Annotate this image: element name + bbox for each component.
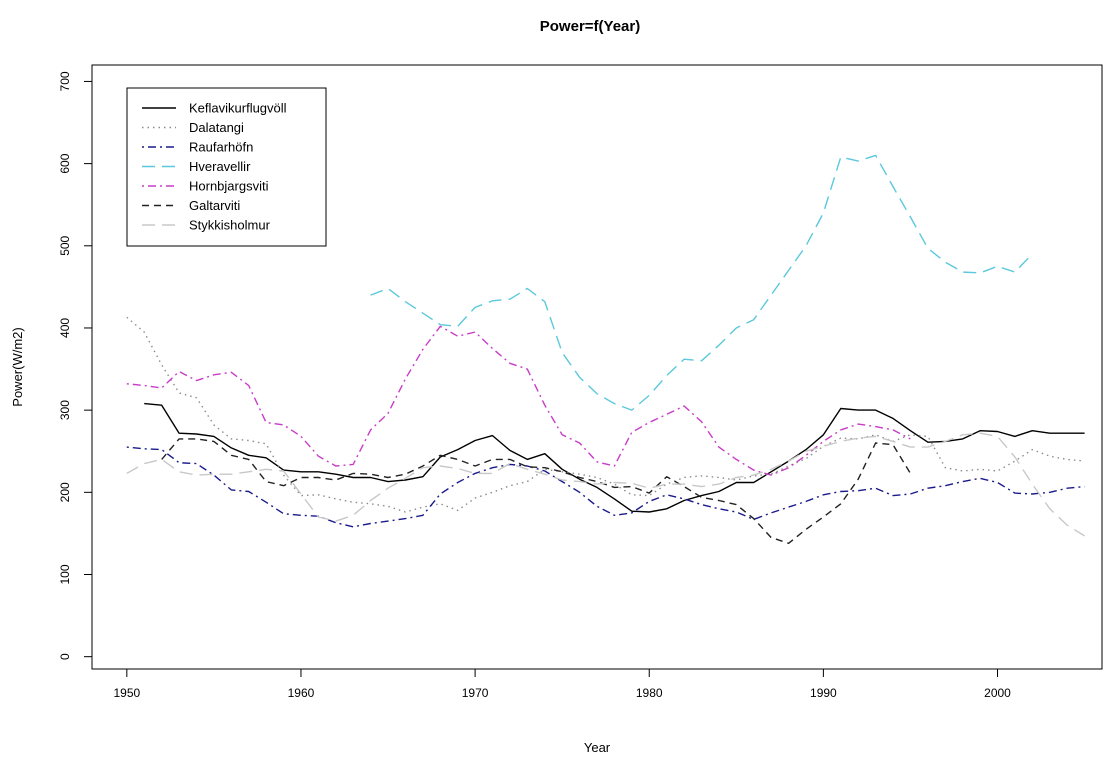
x-tick-label: 1960 [288, 686, 315, 700]
y-tick-label: 700 [58, 71, 72, 91]
legend-label: Hornbjargsviti [189, 179, 269, 194]
series-line-5 [126, 325, 911, 476]
x-tick-label: 1950 [113, 686, 140, 700]
legend-label: Hveravellir [189, 159, 251, 174]
series-line-1 [144, 402, 1085, 513]
legend-label: Raufarhöfn [189, 140, 253, 155]
legend-label: Keflavikurflugvöll [189, 101, 287, 116]
legend-label: Stykkisholmur [189, 218, 271, 233]
y-tick-label: 200 [58, 482, 72, 502]
y-tick-label: 400 [58, 318, 72, 338]
x-tick-label: 1990 [810, 686, 837, 700]
x-tick-label: 1970 [462, 686, 489, 700]
legend-label: Galtarviti [189, 198, 240, 213]
y-axis-label: Power(W/m2) [10, 327, 25, 406]
plot-frame [91, 64, 1103, 670]
y-tick-label: 0 [58, 653, 72, 660]
series-line-3 [126, 446, 1085, 528]
series-layer [126, 154, 1085, 544]
y-tick-label: 100 [58, 564, 72, 584]
legend-label: Dalatangi [189, 120, 244, 135]
y-axis: 0 100 200 300 400 500 600 700 [58, 71, 92, 660]
series-line-7 [126, 432, 1085, 537]
x-axis: 1950 1960 1970 1980 1990 2000 [113, 669, 1011, 700]
series-line-2 [126, 316, 1085, 513]
x-axis-label: Year [584, 740, 611, 755]
x-tick-label: 1980 [636, 686, 663, 700]
y-tick-label: 600 [58, 153, 72, 173]
legend-box [126, 87, 327, 247]
y-tick-label: 300 [58, 400, 72, 420]
x-tick-label: 2000 [984, 686, 1011, 700]
series-line-4 [370, 154, 1033, 411]
chart-title: Power=f(Year) [540, 18, 640, 35]
series-line-6 [161, 438, 911, 544]
legend: Keflavikurflugvöll Dalatangi Raufarhöfn Hve… [126, 87, 327, 247]
y-tick-label: 500 [58, 235, 72, 255]
